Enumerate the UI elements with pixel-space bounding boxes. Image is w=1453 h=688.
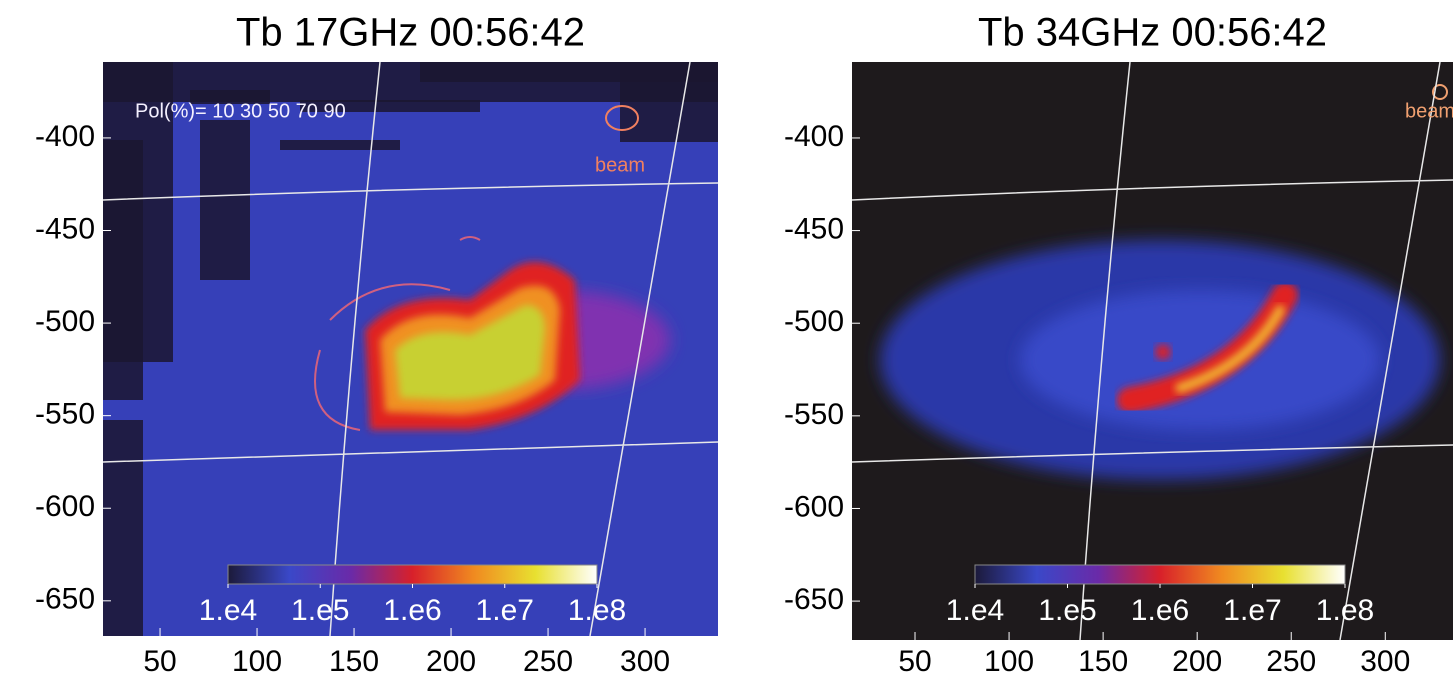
y-tick-label: -500 xyxy=(35,305,95,338)
y-tick-label: -400 xyxy=(35,120,95,153)
colorbar xyxy=(227,564,598,585)
dark-patch xyxy=(620,62,718,142)
colorbar-tick-label: 1.e4 xyxy=(199,594,257,627)
x-tick-label: 300 xyxy=(1360,645,1410,678)
dark-patch xyxy=(280,140,400,150)
annotation: beam xyxy=(1405,100,1453,122)
x-tick-label: 250 xyxy=(523,645,573,678)
dark-patch xyxy=(103,420,143,636)
y-tick-label: -450 xyxy=(35,212,95,245)
y-tick-label: -600 xyxy=(784,490,844,523)
heliographic-grid xyxy=(103,62,718,636)
contour xyxy=(314,236,481,431)
x-tick-label: 50 xyxy=(143,645,176,678)
colorbar-tick-label: 1.e6 xyxy=(1131,594,1189,627)
colorbar xyxy=(974,564,1346,585)
heliographic-grid xyxy=(852,62,1453,640)
dark-patch xyxy=(190,90,270,104)
colorbar-tick-label: 1.e8 xyxy=(1316,594,1374,627)
annotation: Pol(%)= 10 30 50 70 90 xyxy=(135,100,346,122)
emission-arc-core xyxy=(1175,305,1285,393)
chart-title: Tb 17GHz 00:56:42 xyxy=(236,11,585,55)
dark-patch xyxy=(200,120,250,280)
y-tick-label: -600 xyxy=(35,490,95,523)
map xyxy=(103,62,718,636)
colorbar-tick-label: 1.e5 xyxy=(1038,594,1096,627)
chart-title: Tb 34GHz 00:56:42 xyxy=(978,11,1327,55)
beam xyxy=(1432,84,1448,100)
x-tick-label: 150 xyxy=(329,645,379,678)
y-tick-label: -650 xyxy=(35,583,95,616)
annotation: beam xyxy=(595,154,645,176)
x-tick-label: 100 xyxy=(232,645,282,678)
colorbar-tick-label: 1.e4 xyxy=(946,594,1004,627)
emission-yellow xyxy=(395,305,545,400)
colorbar-tick-label: 1.e5 xyxy=(291,594,349,627)
beam xyxy=(605,105,639,131)
y-tick-label: -450 xyxy=(784,213,844,246)
dark-patch xyxy=(103,140,143,400)
x-tick-label: 200 xyxy=(426,645,476,678)
x-tick-label: 100 xyxy=(984,645,1034,678)
x-tick-label: 150 xyxy=(1078,645,1128,678)
x-tick-label: 250 xyxy=(1266,645,1316,678)
y-tick-label: -550 xyxy=(784,398,844,431)
colorbar-tick-label: 1.e8 xyxy=(568,594,626,627)
colorbar-tick-label: 1.e6 xyxy=(383,594,441,627)
x-tick-label: 50 xyxy=(898,645,931,678)
colorbar-tick-label: 1.e7 xyxy=(476,594,534,627)
x-tick-label: 200 xyxy=(1172,645,1222,678)
x-tick-label: 300 xyxy=(620,645,670,678)
map xyxy=(852,62,1453,640)
y-tick-label: -500 xyxy=(784,305,844,338)
y-tick-label: -650 xyxy=(784,583,844,616)
y-tick-label: -550 xyxy=(35,398,95,431)
emission-spot xyxy=(1155,344,1171,360)
emission-halo-inner xyxy=(1020,290,1380,430)
dark-patch xyxy=(300,100,480,112)
colorbar-tick-label: 1.e7 xyxy=(1223,594,1281,627)
y-tick-label: -400 xyxy=(784,120,844,153)
